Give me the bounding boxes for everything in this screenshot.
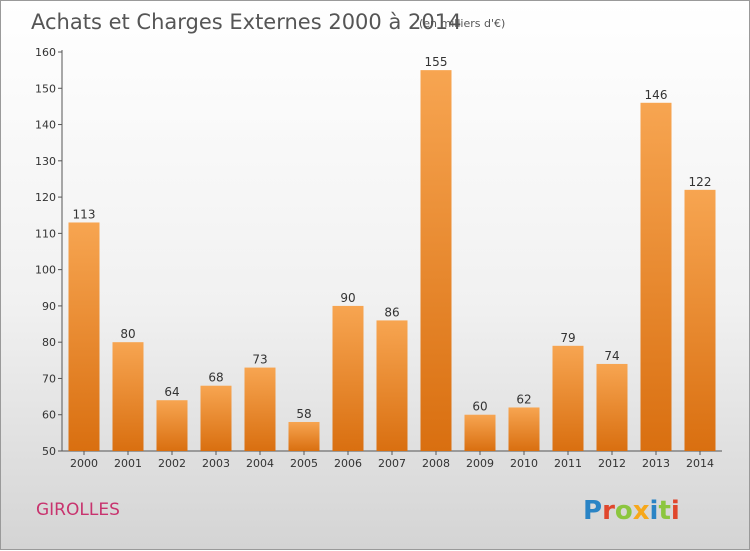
x-tick-label: 2011 xyxy=(554,457,582,470)
value-label: 90 xyxy=(340,291,355,305)
value-label: 80 xyxy=(120,327,135,341)
bar xyxy=(244,367,276,451)
bar xyxy=(684,189,716,451)
x-tick-label: 2006 xyxy=(334,457,362,470)
y-tick-label: 100 xyxy=(35,264,56,277)
proxiti-logo-text: Proxiti xyxy=(583,496,680,526)
y-tick-label: 130 xyxy=(35,155,56,168)
bar xyxy=(376,320,408,451)
axes: 50 60 70 80 90 100 110 120 130 140 150 160 2000 2001 2… xyxy=(35,46,722,470)
y-tick-label: 120 xyxy=(35,191,56,204)
title-text: Achats et Charges Externes 2000 à 2014 xyxy=(31,10,461,34)
bar xyxy=(640,102,672,452)
y-tick-label: 50 xyxy=(42,445,56,458)
value-label: 79 xyxy=(560,331,575,345)
x-tick-label: 2012 xyxy=(598,457,626,470)
value-label: 113 xyxy=(73,207,96,221)
x-tick-label: 2014 xyxy=(686,457,714,470)
x-tick-label: 2000 xyxy=(70,457,98,470)
y-tick-label: 160 xyxy=(35,46,56,59)
bar xyxy=(332,305,364,451)
bar xyxy=(156,400,188,451)
x-tick-label: 2004 xyxy=(246,457,274,470)
bar xyxy=(200,385,232,451)
bar xyxy=(552,345,584,451)
y-tick-label: 80 xyxy=(42,336,56,349)
chart-title: Achats et Charges Externes 2000 à 2014 (… xyxy=(31,10,505,34)
bars xyxy=(68,70,716,452)
y-tick-label: 70 xyxy=(42,372,56,385)
x-tick-label: 2008 xyxy=(422,457,450,470)
x-tick-label: 2001 xyxy=(114,457,142,470)
value-label: 64 xyxy=(164,385,179,399)
bar xyxy=(596,363,628,451)
x-tick-label: 2003 xyxy=(202,457,230,470)
value-label: 122 xyxy=(689,175,712,189)
value-label: 86 xyxy=(384,305,399,319)
proxiti-logo: Proxiti xyxy=(583,496,680,526)
value-label: 74 xyxy=(604,349,619,363)
y-tick-label: 140 xyxy=(35,119,56,132)
bar xyxy=(68,222,100,451)
y-tick-label: 60 xyxy=(42,409,56,422)
title-unit-text: (en milliers d'€) xyxy=(419,17,505,30)
y-tick-label: 110 xyxy=(35,227,56,240)
value-label: 60 xyxy=(472,400,487,414)
value-label: 68 xyxy=(208,371,223,385)
x-tick-label: 2010 xyxy=(510,457,538,470)
bar xyxy=(288,421,320,451)
value-labels: 113 80 64 68 73 58 90 86 155 60 62 79 74 146 122 xyxy=(73,55,712,421)
x-tick-label: 2005 xyxy=(290,457,318,470)
x-tick-label: 2009 xyxy=(466,457,494,470)
value-label: 155 xyxy=(425,55,448,69)
value-label: 146 xyxy=(645,88,668,102)
x-tick-label: 2007 xyxy=(378,457,406,470)
bar xyxy=(112,342,144,451)
y-tick-label: 90 xyxy=(42,300,56,313)
y-tick-label: 150 xyxy=(35,82,56,95)
town-name: GIROLLES xyxy=(36,500,120,520)
bar xyxy=(464,414,496,451)
bar xyxy=(508,407,540,451)
x-tick-label: 2002 xyxy=(158,457,186,470)
bar xyxy=(420,70,452,452)
value-label: 73 xyxy=(252,353,267,367)
value-label: 62 xyxy=(516,392,531,406)
value-label: 58 xyxy=(296,407,311,421)
x-tick-label: 2013 xyxy=(642,457,670,470)
